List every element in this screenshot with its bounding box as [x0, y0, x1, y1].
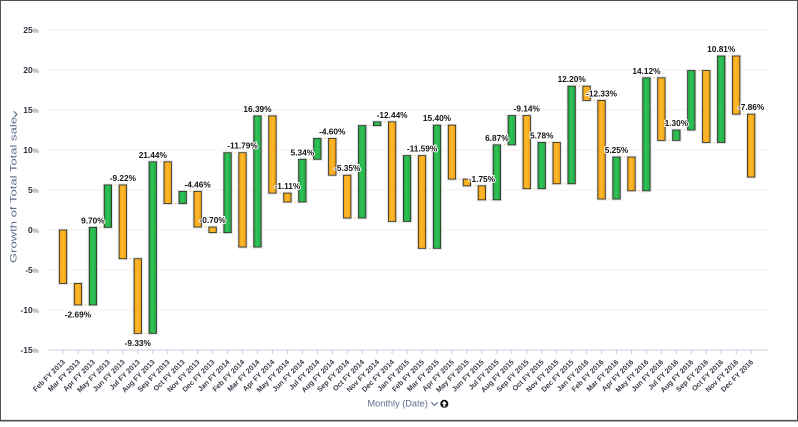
- svg-text:Monthly (Date): Monthly (Date): [368, 399, 428, 409]
- svg-text:5%: 5%: [28, 185, 39, 195]
- svg-text:-4.46%: -4.46%: [184, 179, 211, 189]
- svg-text:9.70%: 9.70%: [81, 215, 105, 225]
- svg-text:-5.35%: -5.35%: [334, 163, 361, 173]
- svg-text:15.40%: 15.40%: [423, 113, 452, 123]
- svg-text:21.44%: 21.44%: [139, 150, 168, 160]
- svg-text:-1.11%: -1.11%: [274, 181, 300, 191]
- svg-text:Growth of Total Total sale: Growth of Total Total sale: [9, 117, 19, 263]
- svg-text:5.34%: 5.34%: [291, 147, 315, 157]
- svg-text:-7.86%: -7.86%: [738, 102, 765, 112]
- svg-text:14.12%: 14.12%: [632, 66, 661, 76]
- svg-text:15%: 15%: [23, 105, 39, 115]
- svg-text:25%: 25%: [23, 25, 39, 35]
- svg-text:-4.60%: -4.60%: [319, 126, 346, 136]
- svg-text:-10%: -10%: [20, 305, 38, 315]
- svg-text:12.20%: 12.20%: [558, 74, 587, 84]
- svg-text:-15%: -15%: [20, 345, 38, 355]
- svg-text:10.81%: 10.81%: [707, 44, 736, 54]
- svg-text:20%: 20%: [23, 65, 39, 75]
- svg-text:0%: 0%: [28, 225, 39, 235]
- svg-text:-2.69%: -2.69%: [65, 310, 92, 320]
- svg-text:-9.22%: -9.22%: [110, 173, 137, 183]
- svg-text:-11.79%: -11.79%: [227, 141, 258, 151]
- svg-text:1.30%: 1.30%: [665, 118, 689, 128]
- svg-text:5.25%: 5.25%: [605, 145, 629, 155]
- svg-text:5.78%: 5.78%: [530, 131, 554, 141]
- svg-text:-5%: -5%: [25, 265, 39, 275]
- svg-text:-9.14%: -9.14%: [514, 104, 541, 114]
- svg-text:16.39%: 16.39%: [243, 104, 272, 114]
- svg-text:-1.75%: -1.75%: [469, 174, 496, 184]
- svg-text:6.87%: 6.87%: [485, 133, 509, 143]
- svg-text:-12.33%: -12.33%: [586, 88, 618, 98]
- svg-text:10%: 10%: [23, 145, 39, 155]
- svg-text:-11.59%: -11.59%: [407, 144, 438, 154]
- svg-text:-9.33%: -9.33%: [125, 338, 152, 348]
- svg-text:-12.44%: -12.44%: [377, 110, 409, 120]
- svg-text:-0.70%: -0.70%: [199, 215, 226, 225]
